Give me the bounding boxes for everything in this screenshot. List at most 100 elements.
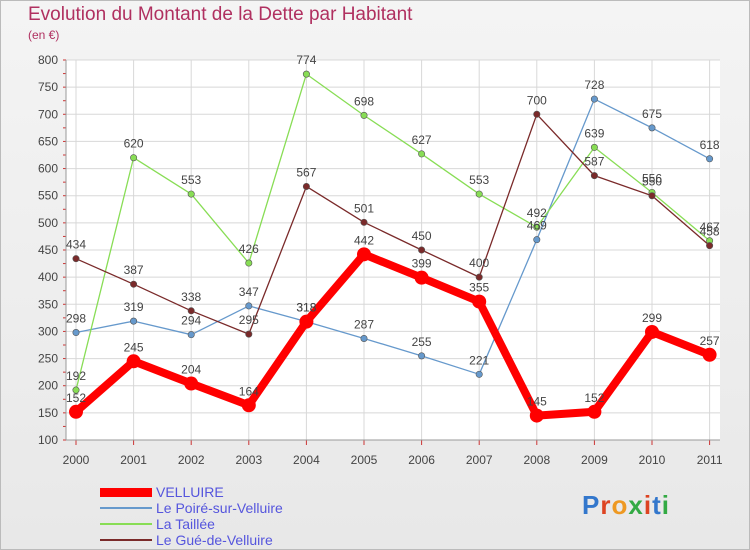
data-label-le-gu-de-velluire: 458 — [700, 225, 720, 239]
data-label-la-taill-e: 698 — [354, 94, 374, 108]
data-point-le-gu-de-velluire — [533, 110, 541, 118]
data-point-le-poir-sur-velluire — [418, 352, 426, 360]
data-label-velluire: 204 — [181, 363, 201, 377]
series-line-la-taill-e — [75, 73, 711, 391]
data-label-le-poir-sur-velluire: 675 — [642, 107, 662, 121]
data-point-le-gu-de-velluire — [72, 255, 80, 263]
data-point-le-poir-sur-velluire — [706, 155, 714, 163]
data-label-le-gu-de-velluire: 434 — [66, 238, 86, 252]
legend-label: La Taillée — [156, 516, 215, 532]
data-point-le-poir-sur-velluire — [72, 329, 80, 337]
y-tick-label: 700 — [38, 107, 58, 121]
y-tick-label: 750 — [38, 80, 58, 94]
data-label-la-taill-e: 492 — [527, 206, 547, 220]
data-point-velluire — [299, 314, 314, 329]
series-line-le-gu-de-velluire — [75, 113, 711, 335]
data-label-la-taill-e: 553 — [469, 173, 489, 187]
legend-item-le-gu-de-velluire: Le Gué-de-Velluire — [100, 532, 273, 548]
data-point-velluire — [184, 376, 199, 391]
data-point-velluire — [587, 404, 602, 419]
y-tick-label: 650 — [38, 134, 58, 148]
data-point-le-gu-de-velluire — [475, 273, 483, 281]
data-label-la-taill-e: 192 — [66, 369, 86, 383]
data-point-velluire — [472, 294, 487, 309]
logo-letter: t — [652, 490, 662, 520]
data-point-velluire — [241, 398, 256, 413]
legend-item-le-poir-sur-velluire: Le Poiré-sur-Velluire — [100, 500, 283, 516]
y-tick-label: 450 — [38, 243, 58, 257]
data-point-la-taill-e — [72, 386, 80, 394]
series-line-le-poir-sur-velluire — [75, 98, 710, 375]
data-point-velluire — [414, 270, 429, 285]
x-tick-label: 2008 — [523, 453, 550, 467]
data-point-le-gu-de-velluire — [360, 218, 368, 226]
data-label-velluire: 299 — [642, 311, 662, 325]
x-tick-label: 2004 — [293, 453, 320, 467]
data-point-le-poir-sur-velluire — [130, 317, 138, 325]
data-label-le-poir-sur-velluire: 298 — [66, 312, 86, 326]
data-label-le-gu-de-velluire: 400 — [469, 256, 489, 270]
data-label-le-poir-sur-velluire: 618 — [700, 138, 720, 152]
x-tick-label: 2007 — [466, 453, 493, 467]
data-label-velluire: 145 — [527, 395, 547, 409]
data-label-velluire: 257 — [700, 334, 720, 348]
y-tick-label: 300 — [38, 324, 58, 338]
data-point-la-taill-e — [130, 154, 138, 162]
data-label-la-taill-e: 556 — [642, 171, 662, 185]
y-tick-label: 200 — [38, 379, 58, 393]
data-label-le-poir-sur-velluire: 255 — [412, 335, 432, 349]
data-label-le-gu-de-velluire: 567 — [296, 165, 316, 179]
data-point-la-taill-e — [302, 70, 310, 78]
x-tick-label: 2003 — [235, 453, 262, 467]
x-tick-label: 2001 — [120, 453, 147, 467]
data-label-le-poir-sur-velluire: 319 — [124, 300, 144, 314]
legend-swatch — [100, 487, 152, 497]
data-label-velluire: 399 — [412, 257, 432, 271]
data-label-velluire: 245 — [124, 340, 144, 354]
data-point-le-gu-de-velluire — [245, 330, 253, 338]
data-label-la-taill-e: 553 — [181, 173, 201, 187]
data-point-la-taill-e — [187, 190, 195, 198]
data-point-le-gu-de-velluire — [706, 242, 714, 250]
y-tick-label: 350 — [38, 297, 58, 311]
data-label-la-taill-e: 467 — [700, 220, 720, 234]
y-tick-label: 400 — [38, 270, 58, 284]
data-point-le-poir-sur-velluire — [590, 95, 598, 103]
data-label-le-gu-de-velluire: 450 — [412, 229, 432, 243]
unit-label: (en €) — [28, 28, 60, 42]
data-point-le-gu-de-velluire — [648, 192, 656, 200]
data-label-le-poir-sur-velluire: 294 — [181, 314, 201, 328]
data-point-velluire — [702, 347, 717, 362]
series-line-velluire — [73, 250, 712, 420]
data-label-le-poir-sur-velluire: 347 — [239, 285, 259, 299]
legend-item-la-taill-e: La Taillée — [100, 516, 215, 532]
y-tick-label: 600 — [38, 162, 58, 176]
data-label-le-poir-sur-velluire: 221 — [469, 353, 489, 367]
data-point-velluire — [357, 247, 371, 262]
logo-letter: i — [661, 490, 670, 520]
logo-letter: o — [611, 490, 629, 520]
data-point-la-taill-e — [533, 223, 541, 231]
legend-swatch — [100, 523, 152, 525]
x-tick-label: 2009 — [581, 453, 608, 467]
data-label-la-taill-e: 627 — [412, 133, 432, 147]
chart-title: Evolution du Montant de la Dette par Hab… — [28, 4, 413, 25]
data-point-velluire — [126, 354, 141, 369]
data-label-velluire: 355 — [469, 281, 489, 295]
data-point-le-gu-de-velluire — [187, 307, 195, 315]
y-tick-label: 250 — [38, 352, 58, 366]
legend-label: Le Gué-de-Velluire — [156, 532, 273, 548]
data-point-le-gu-de-velluire — [418, 246, 426, 254]
data-label-le-poir-sur-velluire: 469 — [527, 219, 547, 233]
data-label-velluire: 442 — [354, 233, 374, 247]
data-point-le-poir-sur-velluire — [475, 370, 483, 378]
data-label-le-gu-de-velluire: 700 — [527, 93, 547, 107]
data-point-la-taill-e — [590, 143, 598, 151]
y-tick-label: 800 — [38, 53, 58, 67]
data-point-le-gu-de-velluire — [590, 172, 598, 180]
data-point-la-taill-e — [360, 111, 368, 119]
data-label-la-taill-e: 774 — [296, 53, 316, 67]
x-tick-label: 2006 — [408, 453, 435, 467]
data-label-la-taill-e: 426 — [239, 242, 259, 256]
logo-letter: r — [600, 490, 612, 520]
